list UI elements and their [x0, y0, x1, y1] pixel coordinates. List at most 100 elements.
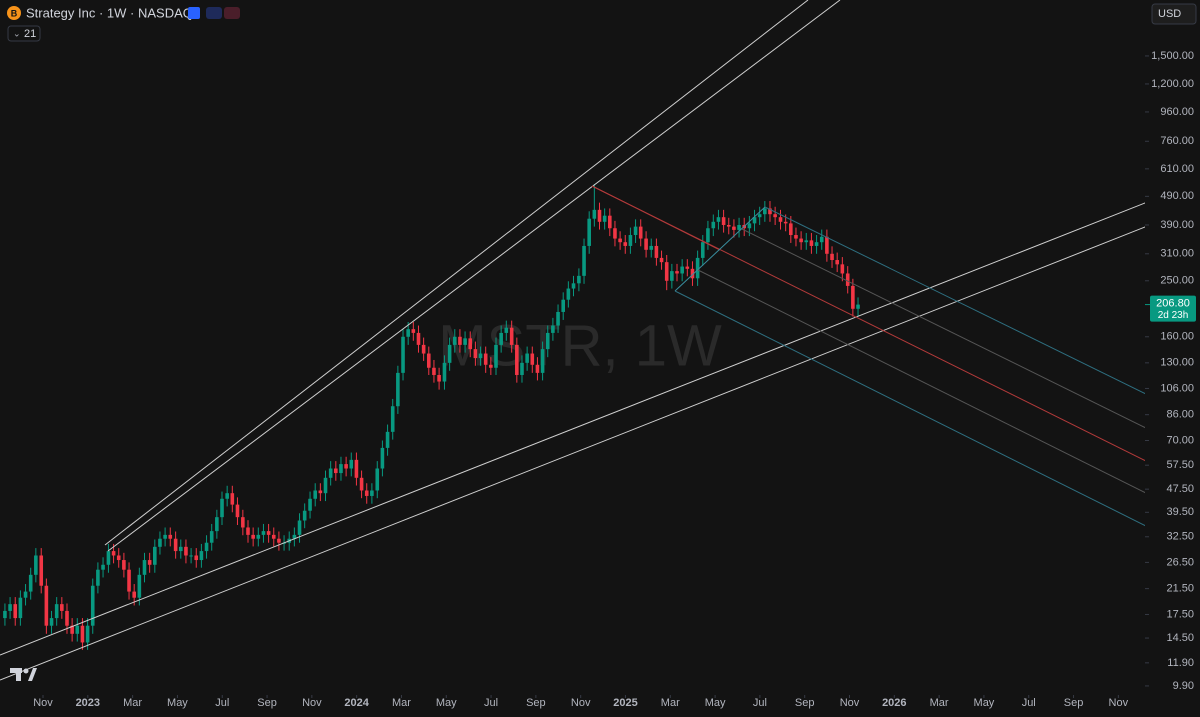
candle-body	[582, 245, 586, 276]
y-tick-label: 21.50	[1166, 583, 1194, 595]
candle-body	[602, 215, 607, 222]
candle-body	[478, 353, 483, 359]
y-tick-label: 11.90	[1167, 657, 1194, 669]
y-tick-label: 47.50	[1166, 483, 1194, 495]
candle-body	[830, 253, 834, 261]
candle-body	[789, 223, 793, 236]
candle-body	[597, 209, 602, 222]
y-tick-label: 57.50	[1166, 459, 1194, 471]
candle-body	[127, 569, 131, 592]
candle-body	[364, 490, 369, 496]
candle-body	[737, 224, 741, 230]
candle-body	[768, 208, 772, 215]
candle-body	[530, 353, 535, 365]
candle-body	[380, 447, 385, 469]
candle-body	[649, 245, 654, 250]
indicator-chevron: ⌄	[13, 28, 21, 38]
candle-body	[396, 372, 400, 407]
x-tick-label: 2023	[76, 697, 100, 709]
candle-body	[613, 228, 617, 239]
candle-body	[535, 364, 540, 373]
candle-body	[463, 338, 467, 345]
candle-body	[163, 534, 167, 539]
candle-body	[638, 226, 643, 239]
candle-body	[732, 226, 736, 230]
candle-body	[39, 555, 44, 586]
candle-body	[308, 498, 312, 511]
candle-body	[814, 242, 819, 246]
trendlines	[0, 0, 1151, 681]
pitchfork-inner	[741, 228, 1151, 431]
candle-body	[845, 273, 850, 286]
x-tick-label: May	[705, 697, 726, 709]
y-tick-label: 160.00	[1160, 331, 1194, 343]
candle-body	[763, 208, 767, 215]
x-tick-label: Nov	[840, 697, 860, 709]
candle-body	[178, 546, 183, 552]
candle-body	[778, 217, 783, 222]
candle-body	[587, 218, 591, 246]
x-tick-label: Nov	[1109, 697, 1129, 709]
y-tick-label: 610.00	[1160, 163, 1194, 175]
pitchfork-handle	[591, 185, 721, 251]
candle-body	[328, 468, 333, 478]
x-tick-label: Jul	[484, 697, 498, 709]
candle-body	[401, 336, 405, 373]
candle-body	[706, 228, 710, 243]
status-icon	[224, 7, 240, 19]
y-tick-label: 760.00	[1160, 135, 1194, 147]
candle-body	[452, 336, 457, 345]
trendline	[104, 0, 809, 546]
x-tick-label: 2025	[613, 697, 637, 709]
candle-body	[525, 353, 529, 363]
trendline	[0, 224, 1151, 681]
y-tick-label: 1,500.00	[1151, 50, 1194, 62]
candle-body	[675, 271, 679, 274]
candle-body	[504, 327, 509, 333]
candle-body	[60, 604, 64, 611]
price-label: 206.80	[1156, 297, 1190, 309]
trendline	[107, 0, 841, 552]
x-tick-label: Nov	[571, 697, 591, 709]
candle-body	[458, 336, 462, 345]
x-tick-label: Sep	[795, 697, 815, 709]
candle-body	[664, 262, 669, 281]
x-tick-label: Mar	[123, 697, 142, 709]
y-tick-label: 86.00	[1166, 409, 1194, 421]
candle-body	[90, 585, 95, 626]
currency-button[interactable]	[1151, 3, 1197, 25]
tv-logo-part	[23, 668, 29, 674]
candle-body	[659, 257, 664, 263]
y-tick-label: 39.50	[1166, 506, 1194, 518]
y-tick-label: 9.90	[1173, 680, 1194, 692]
y-tick-label: 14.50	[1166, 632, 1194, 644]
candle-body	[3, 610, 7, 619]
candle-body	[251, 534, 255, 539]
candle-body	[825, 236, 829, 254]
candle-body	[375, 468, 380, 491]
candle-body	[757, 214, 762, 218]
candle-body	[540, 349, 545, 373]
candle-body	[561, 299, 566, 312]
candle-body	[695, 257, 700, 279]
candle-body	[385, 431, 390, 448]
candle-body	[158, 538, 162, 547]
candle-body	[344, 464, 348, 469]
candle-body	[468, 338, 473, 350]
candle-body	[551, 325, 555, 333]
y-tick-label: 1,200.00	[1151, 78, 1194, 90]
candle-body	[618, 238, 622, 243]
candle-body	[804, 240, 809, 243]
candle-body	[194, 555, 199, 561]
candle-body	[153, 546, 157, 565]
candle-body	[137, 574, 142, 598]
candle-body	[592, 209, 597, 219]
candle-body	[80, 625, 85, 643]
x-tick-label: May	[167, 697, 188, 709]
symbol-icon	[7, 6, 21, 20]
x-tick-label: Nov	[33, 697, 53, 709]
indicator-toggle[interactable]	[7, 25, 41, 42]
candle-body	[23, 591, 28, 598]
